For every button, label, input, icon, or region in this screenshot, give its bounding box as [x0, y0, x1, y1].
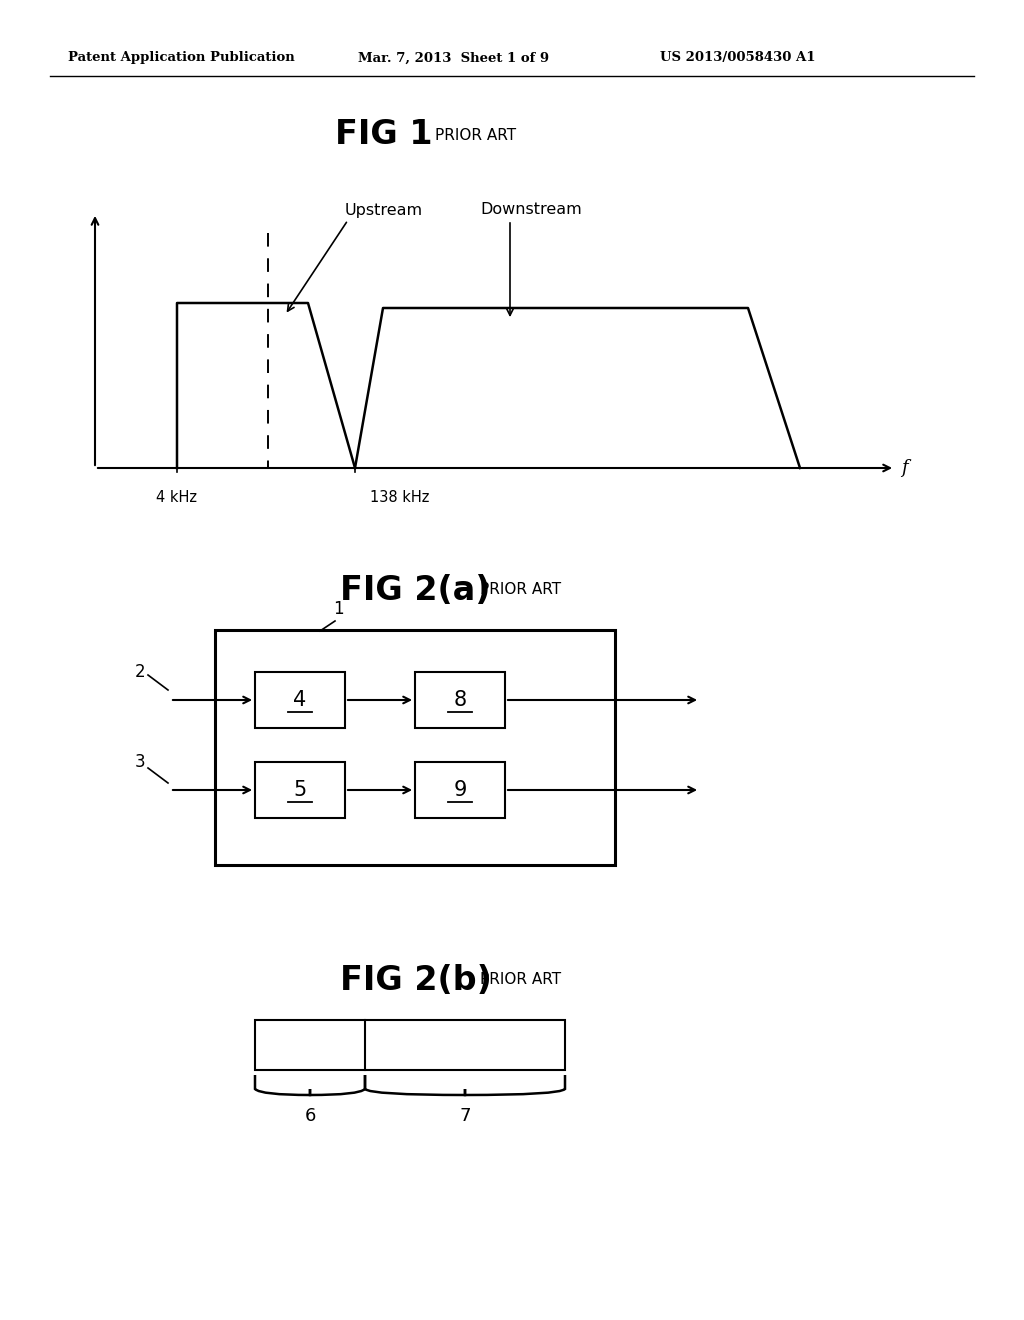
Text: 1: 1	[333, 601, 343, 618]
Text: 2: 2	[134, 663, 145, 681]
Text: 5: 5	[293, 780, 306, 800]
Text: 8: 8	[454, 690, 467, 710]
Text: FIG 1: FIG 1	[335, 119, 432, 152]
Text: Patent Application Publication: Patent Application Publication	[68, 51, 295, 65]
Text: Downstream: Downstream	[480, 202, 582, 218]
Text: 6: 6	[304, 1107, 315, 1125]
Text: FIG 2(b): FIG 2(b)	[340, 964, 492, 997]
Text: 3: 3	[134, 752, 145, 771]
Text: FIG 2(a): FIG 2(a)	[340, 573, 490, 606]
Text: US 2013/0058430 A1: US 2013/0058430 A1	[660, 51, 815, 65]
Bar	[255, 762, 345, 818]
Bar	[255, 672, 345, 729]
Bar	[255, 1020, 565, 1071]
Bar	[215, 630, 615, 865]
Text: f: f	[901, 459, 907, 477]
Bar	[415, 672, 505, 729]
Text: 7: 7	[459, 1107, 471, 1125]
Text: Upstream: Upstream	[345, 202, 423, 218]
Text: PRIOR ART: PRIOR ART	[480, 582, 561, 598]
Text: PRIOR ART: PRIOR ART	[435, 128, 516, 143]
Text: PRIOR ART: PRIOR ART	[480, 973, 561, 987]
Text: Mar. 7, 2013  Sheet 1 of 9: Mar. 7, 2013 Sheet 1 of 9	[358, 51, 549, 65]
Text: 9: 9	[454, 780, 467, 800]
Text: 138 kHz: 138 kHz	[370, 490, 429, 506]
Text: 4 kHz: 4 kHz	[157, 490, 198, 506]
Bar	[415, 762, 505, 818]
Text: 4: 4	[293, 690, 306, 710]
